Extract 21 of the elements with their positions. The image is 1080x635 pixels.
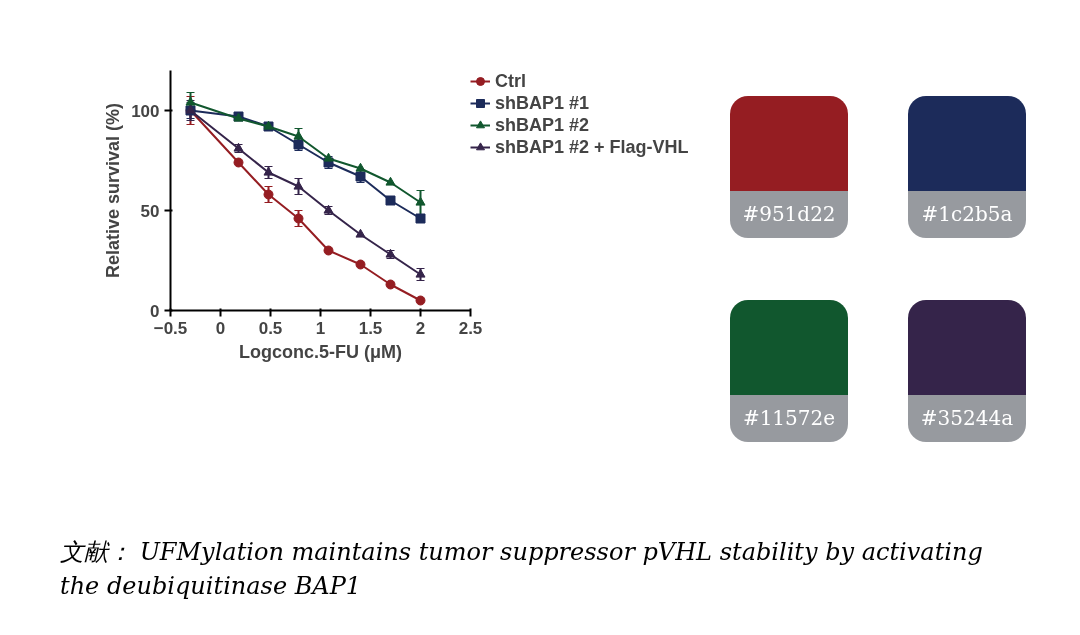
legend-label: shBAP1 #2 + Flag-VHL [495, 136, 690, 158]
y-tick-label: 0 [150, 301, 160, 321]
x-tick-label: 1.5 [358, 318, 383, 338]
x-tick-label: 0 [215, 318, 226, 338]
text: #951d22 [730, 191, 848, 238]
legend-label: Ctrl [495, 70, 527, 92]
x-tick-label: 2.5 [458, 318, 483, 338]
y-axis-title: Relative survival (%) [103, 102, 124, 279]
text: #35244a [908, 395, 1026, 442]
legend-label: shBAP1 #1 [495, 92, 591, 114]
text: #1c2b5a [908, 191, 1026, 238]
y-tick-label: 100 [131, 101, 160, 121]
x-tick-label: 2 [415, 318, 426, 338]
x-tick-label: 1 [315, 318, 326, 338]
legend-label: shBAP1 #2 [495, 114, 591, 136]
x-tick-label: 0.5 [258, 318, 283, 338]
text: #11572e [730, 395, 848, 442]
y-tick-label: 50 [140, 201, 160, 221]
text: 文献： UFMylation maintains tumor suppressor pVHL stability by activating the deubiquitinase BAP1 [60, 537, 984, 602]
x-axis-title: Logconc.5-FU (μM) [239, 341, 402, 362]
x-tick-label: −0.5 [153, 318, 188, 338]
